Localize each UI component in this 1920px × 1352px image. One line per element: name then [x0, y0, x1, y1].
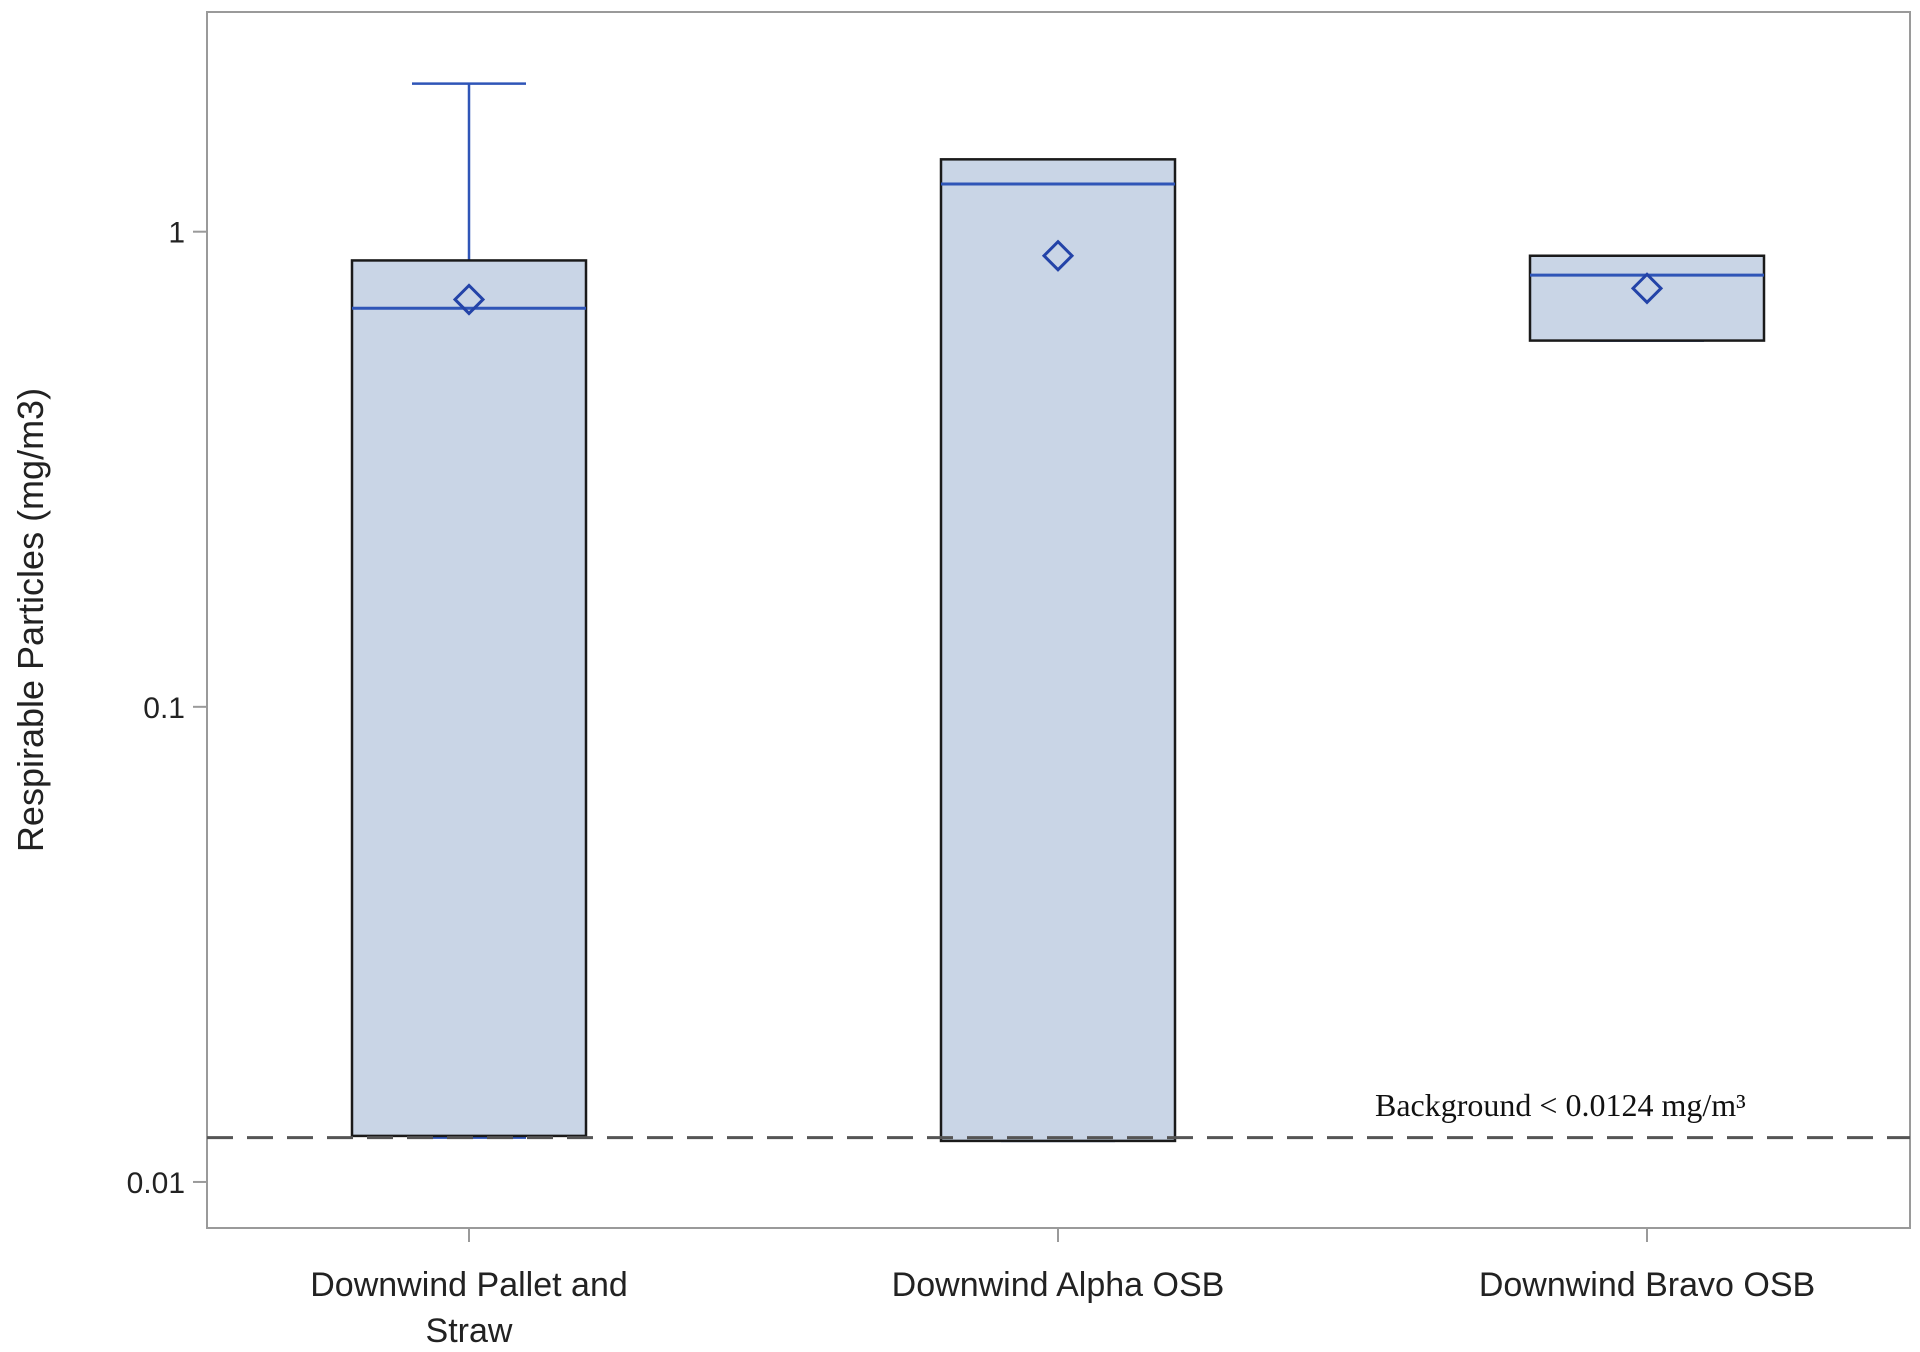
- mean-marker: [1630, 272, 1664, 305]
- y-axis: 0.01 0.1 1: [127, 217, 207, 1200]
- y-tick-label: 0.1: [143, 692, 185, 725]
- y-axis-title: Respirable Particles (mg/m3): [10, 388, 51, 852]
- box-2: [939, 158, 1177, 1143]
- y-tick-label: 0.01: [127, 1167, 185, 1200]
- x-category-label: Straw: [426, 1312, 513, 1350]
- x-category-label: Downwind Bravo OSB: [1479, 1266, 1815, 1304]
- box-3: [1528, 254, 1766, 342]
- iqr-box: [1528, 254, 1766, 342]
- mean-marker: [1041, 239, 1075, 272]
- box-1: [350, 82, 588, 1139]
- boxes-group: [350, 82, 1766, 1143]
- x-category-label: Downwind Pallet and: [310, 1266, 628, 1304]
- background-reference-label: Background < 0.0124 mg/m³: [1375, 1087, 1746, 1123]
- iqr-box: [350, 259, 588, 1138]
- iqr-box: [939, 158, 1177, 1143]
- y-tick-label: 1: [168, 217, 185, 250]
- x-axis: Downwind Pallet and Straw Downwind Alpha O…: [310, 1228, 1815, 1350]
- mean-marker: [452, 283, 486, 316]
- x-category-label: Downwind Alpha OSB: [892, 1266, 1225, 1304]
